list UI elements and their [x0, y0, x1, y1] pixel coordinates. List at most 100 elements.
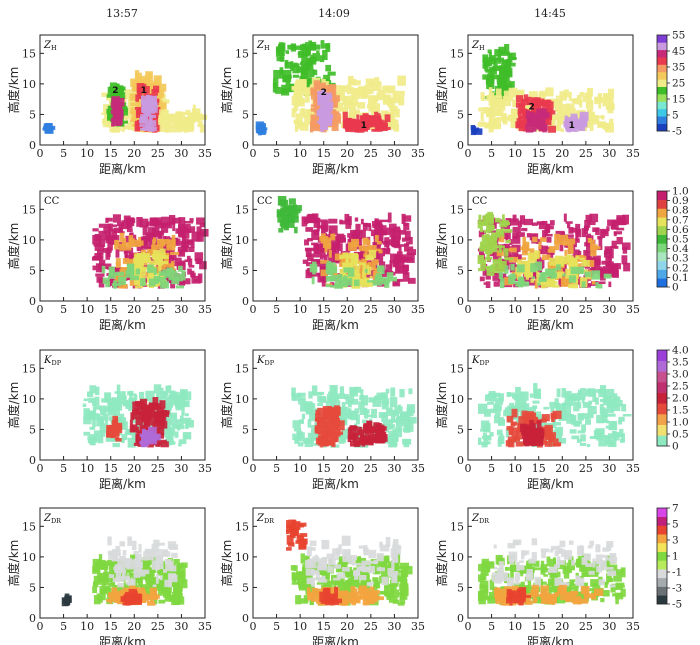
radar-pixel: [607, 219, 617, 226]
radar-pixel: [318, 108, 325, 112]
radar-pixel: [158, 264, 162, 275]
radar-pixel: [485, 281, 491, 289]
radar-pixel: [322, 421, 332, 429]
radar-pixel: [292, 45, 302, 50]
radar-pixel: [160, 441, 169, 448]
radar-pixel: [598, 439, 608, 447]
radar-pixel: [553, 267, 558, 271]
radar-pixel: [114, 391, 123, 394]
radar-pixel: [572, 98, 578, 105]
radar-pixel: [500, 278, 505, 289]
radar-pixel: [555, 95, 564, 99]
radar-pixel: [374, 77, 380, 85]
radar-pixel: [358, 237, 362, 248]
radar-pixel: [315, 437, 323, 445]
radar-pixel: [363, 581, 370, 586]
radar-pixel: [171, 277, 180, 285]
radar-pixel: [532, 111, 539, 116]
radar-pixel: [547, 125, 557, 133]
x-tick-label: 10: [293, 620, 307, 633]
radar-pixel: [108, 278, 118, 286]
radar-pixel: [292, 420, 301, 429]
radar-pixel: [587, 388, 596, 397]
radar-pixel: [478, 267, 486, 272]
radar-pixel: [605, 103, 615, 110]
radar-pixel: [157, 261, 166, 271]
radar-pixel: [498, 244, 502, 253]
radar-pixel: [605, 123, 615, 133]
x-tick-label: 15: [317, 620, 331, 633]
radar-pixel: [133, 394, 138, 401]
radar-pixel: [119, 541, 126, 547]
radar-pixel: [301, 413, 306, 420]
radar-pixel: [502, 65, 510, 76]
radar-pixel: [304, 239, 309, 246]
radar-pixel: [406, 407, 411, 416]
radar-pixel: [610, 225, 616, 229]
radar-pixel: [308, 391, 313, 399]
radar-pixel: [552, 442, 561, 447]
radar-pixel: [324, 87, 333, 95]
radar-pixel: [606, 396, 612, 399]
radar-pixel: [511, 427, 519, 438]
radar-pixel: [495, 108, 500, 117]
radar-pixel: [185, 420, 189, 430]
radar-pixel: [338, 584, 346, 593]
radar-pixel: [92, 419, 96, 428]
radar-pixel: [348, 242, 357, 251]
radar-pixel: [128, 270, 132, 274]
x-tick-label: 35: [626, 147, 640, 160]
radar-pixel: [570, 266, 580, 275]
x-tick-label: 35: [198, 303, 212, 316]
radar-pixel: [324, 43, 330, 49]
radar-pixel: [159, 416, 164, 421]
radar-pixel: [598, 103, 602, 109]
radar-pixel: [379, 541, 383, 548]
radar-pixel: [167, 239, 176, 248]
radar-pixel: [183, 417, 192, 424]
x-tick-label: 25: [364, 462, 378, 475]
radar-pixel: [373, 559, 378, 565]
radar-pixel: [565, 126, 570, 132]
y-axis-label: 高度/km: [434, 67, 449, 114]
radar-pixel: [132, 419, 139, 424]
radar-pixel: [374, 395, 379, 400]
variable-name: KDP: [43, 355, 62, 367]
radar-pixel: [113, 566, 120, 571]
radar-pixel: [313, 122, 323, 129]
radar-pixel: [319, 82, 327, 93]
radar-pixel: [92, 558, 100, 567]
radar-pixel: [335, 557, 339, 561]
radar-pixel: [560, 276, 568, 287]
radar-pixel: [351, 562, 362, 566]
radar-pixel: [558, 438, 567, 444]
y-tick-label: 5: [457, 423, 464, 436]
radar-pixel: [380, 561, 387, 572]
radar-pixel: [507, 405, 514, 413]
radar-pixel: [126, 228, 133, 233]
x-tick-label: 15: [317, 303, 331, 316]
radar-pixel: [389, 223, 397, 229]
radar-pixel: [148, 106, 156, 112]
radar-pixel: [564, 234, 574, 238]
radar-pixel: [334, 400, 341, 410]
radar-pixel: [131, 424, 138, 433]
x-tick-label: 10: [80, 147, 94, 160]
radar-pixel: [167, 221, 173, 229]
radar-pixel: [378, 412, 387, 418]
radar-pixel: [590, 246, 597, 257]
radar-pixel: [607, 389, 615, 398]
radar-pixel: [391, 228, 401, 233]
axes-frame: [467, 349, 634, 461]
radar-pixel: [142, 405, 146, 409]
radar-pixel: [342, 86, 347, 89]
radar-pixel: [509, 239, 513, 245]
radar-pixel: [600, 273, 606, 281]
radar-pixel: [404, 230, 411, 241]
radar-pixel: [107, 229, 111, 238]
radar-pixel: [153, 415, 160, 423]
radar-pixel: [591, 281, 596, 285]
radar-pixel: [197, 123, 203, 127]
radar-pixel: [291, 519, 297, 529]
